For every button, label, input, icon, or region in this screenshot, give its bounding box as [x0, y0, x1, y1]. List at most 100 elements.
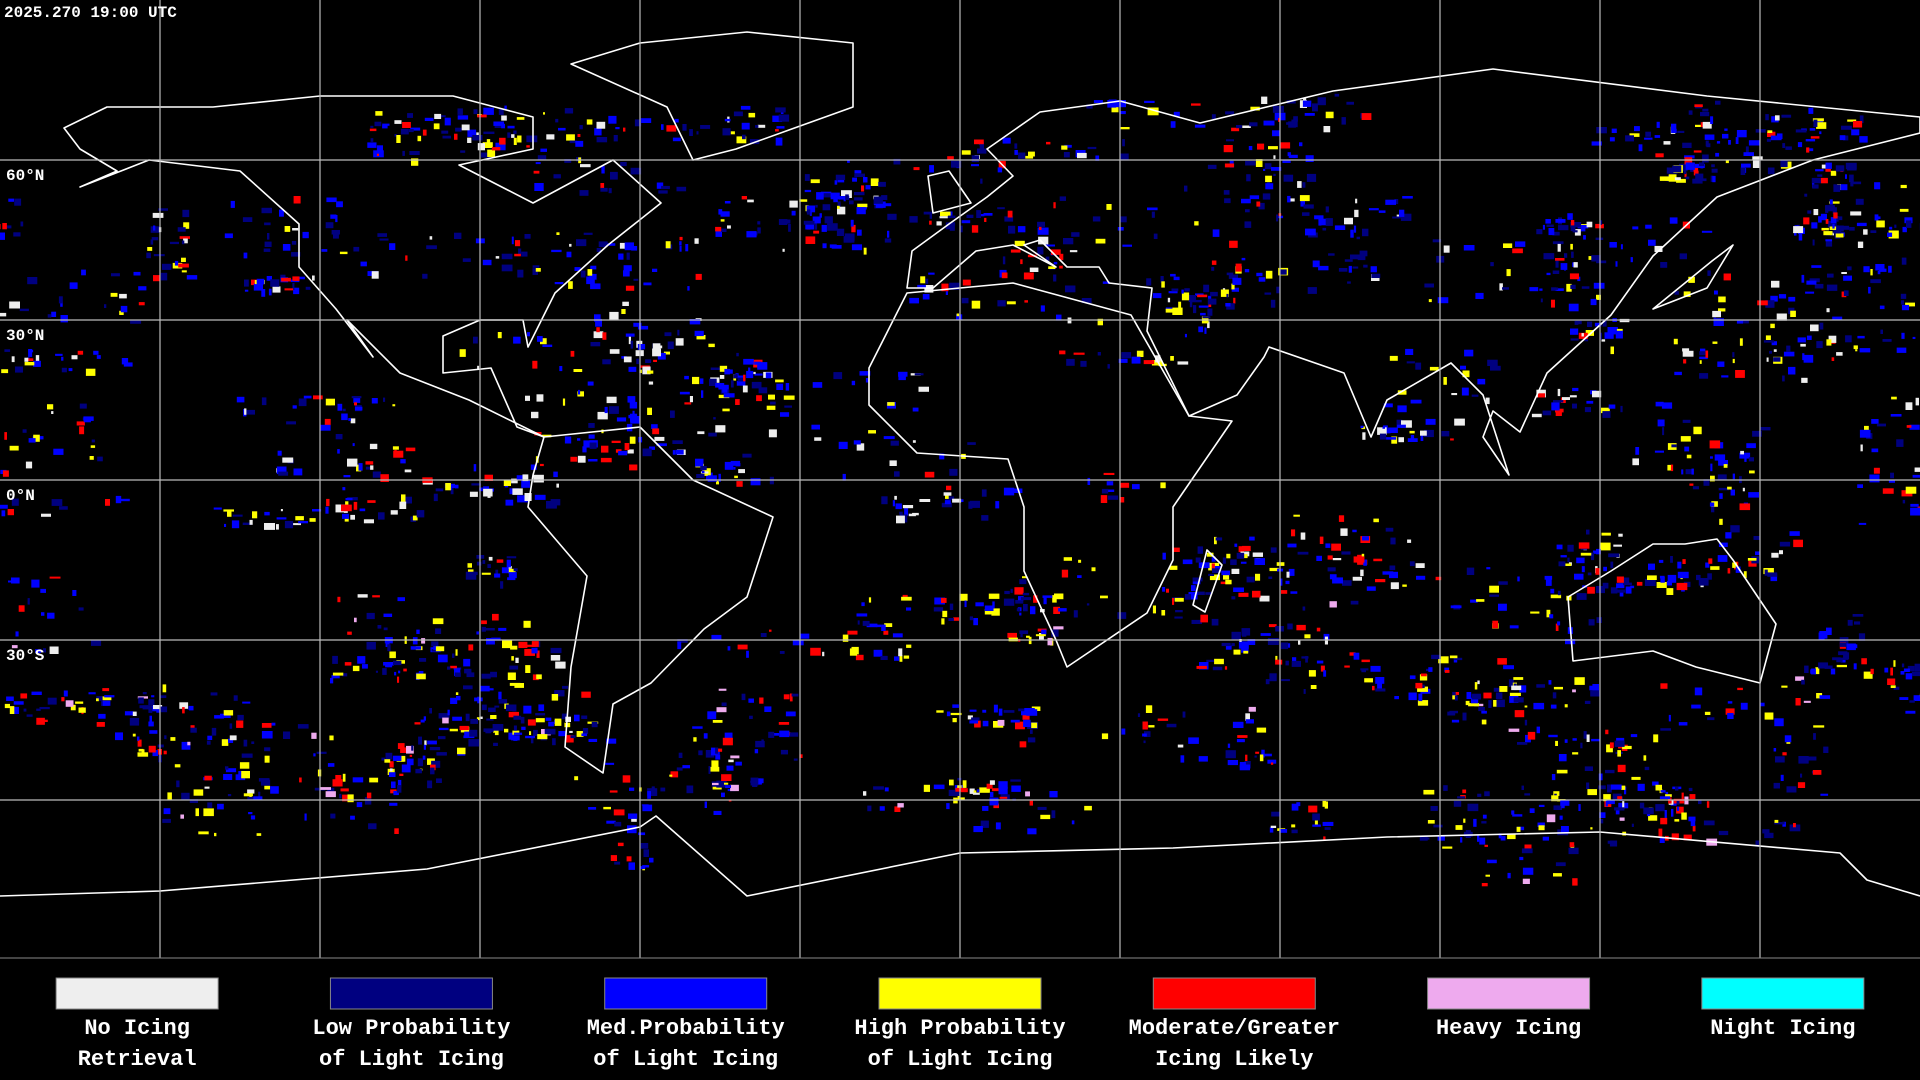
icing-patch: [1147, 207, 1158, 211]
icing-patch: [1111, 104, 1119, 113]
icing-patch: [494, 573, 501, 578]
icing-patch: [1173, 276, 1180, 281]
icing-patch: [1692, 825, 1696, 832]
icing-patch: [0, 312, 7, 317]
icing-patch: [1588, 619, 1595, 626]
icing-patch: [382, 123, 390, 126]
icing-patch: [1577, 225, 1589, 229]
icing-patch: [1740, 450, 1744, 455]
icing-patch: [1819, 131, 1822, 135]
icing-patch: [1293, 514, 1300, 517]
icing-patch: [1481, 883, 1488, 887]
icing-patch: [362, 664, 368, 669]
icing-patch: [1847, 619, 1853, 626]
icing-patch: [1019, 612, 1022, 616]
icing-patch: [1225, 750, 1236, 759]
legend-label: No Icing: [84, 1016, 190, 1041]
icing-patch: [11, 498, 19, 506]
icing-patch: [1666, 588, 1674, 595]
icing-patch: [1147, 107, 1159, 116]
icing-patch: [718, 209, 723, 215]
icing-patch: [1705, 350, 1709, 358]
icing-patch: [1682, 419, 1691, 423]
icing-patch: [1265, 679, 1270, 685]
icing-patch: [350, 815, 355, 820]
icing-patch: [515, 240, 521, 247]
icing-patch: [1524, 719, 1528, 726]
icing-patch: [75, 701, 84, 704]
icing-patch: [252, 511, 258, 519]
icing-patch: [964, 600, 967, 608]
icing-patch: [1460, 837, 1463, 843]
icing-patch: [684, 402, 692, 405]
icing-patch: [1059, 265, 1063, 269]
icing-patch: [1524, 793, 1531, 796]
icing-patch: [1846, 643, 1856, 651]
icing-patch: [469, 491, 478, 497]
icing-patch: [77, 350, 84, 355]
icing-patch: [1740, 167, 1746, 175]
icing-patch: [675, 449, 684, 455]
icing-patch: [899, 655, 903, 662]
icing-patch: [722, 385, 728, 393]
icing-patch: [1682, 348, 1690, 352]
icing-patch: [1635, 447, 1640, 455]
icing-patch: [358, 463, 363, 471]
icing-patch: [1280, 642, 1289, 650]
icing-patch: [332, 779, 343, 787]
icing-patch: [442, 135, 451, 139]
icing-patch: [417, 135, 422, 142]
icing-patch: [1782, 143, 1786, 148]
icing-patch: [636, 358, 639, 365]
icing-patch: [1615, 330, 1623, 339]
icing-patch: [1073, 610, 1078, 618]
icing-patch: [1023, 719, 1031, 727]
icing-patch: [187, 741, 191, 746]
icing-patch: [237, 714, 244, 721]
icing-patch: [1231, 127, 1240, 132]
icing-patch: [462, 258, 471, 262]
icing-patch: [1161, 610, 1166, 616]
icing-patch: [1735, 370, 1745, 378]
latitude-label: 30°S: [6, 647, 45, 665]
icing-patch: [1287, 643, 1291, 648]
icing-patch: [1684, 155, 1695, 159]
icing-patch: [645, 359, 652, 363]
icing-patch: [476, 631, 479, 635]
icing-patch: [1788, 366, 1796, 375]
icing-patch: [13, 701, 24, 705]
icing-patch: [1002, 137, 1011, 144]
icing-patch: [1808, 107, 1814, 114]
icing-patch: [1861, 658, 1867, 665]
icing-patch: [244, 289, 249, 292]
icing-patch: [1184, 594, 1191, 600]
icing-patch: [1674, 819, 1680, 822]
icing-patch: [1660, 728, 1671, 731]
icing-patch: [1080, 360, 1087, 367]
icing-patch: [812, 382, 823, 388]
icing-patch: [810, 647, 821, 656]
icing-patch: [569, 243, 572, 247]
icing-patch: [97, 456, 103, 462]
icing-patch: [1350, 229, 1354, 238]
icing-patch: [856, 207, 866, 215]
icing-patch: [486, 638, 495, 645]
icing-patch: [227, 511, 232, 517]
icing-patch: [31, 579, 40, 588]
icing-patch: [728, 759, 734, 763]
icing-patch: [1524, 705, 1528, 708]
icing-patch: [337, 449, 340, 454]
icing-patch: [1553, 686, 1563, 690]
icing-patch: [1802, 353, 1805, 361]
icing-patch: [207, 802, 213, 808]
icing-patch: [1506, 269, 1511, 277]
icing-patch: [1643, 807, 1654, 815]
icing-patch: [1206, 659, 1216, 662]
icing-patch: [596, 327, 600, 333]
icing-patch: [1031, 706, 1041, 711]
icing-patch: [1592, 550, 1599, 554]
icing-patch: [1821, 180, 1826, 183]
icing-patch: [540, 338, 547, 345]
icing-patch: [1231, 643, 1235, 647]
icing-patch: [1086, 104, 1093, 109]
